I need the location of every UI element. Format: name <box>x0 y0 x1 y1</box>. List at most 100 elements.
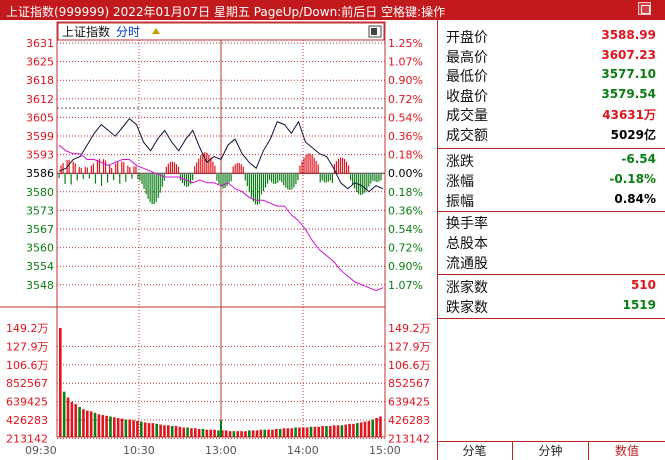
quote-row: 成交额 5029亿 <box>438 124 665 144</box>
breadth-value: 1519 <box>622 298 656 312</box>
change-value: 0.84% <box>614 192 656 206</box>
quote-row: 成交量 43631万 <box>438 104 665 124</box>
volume-bar <box>267 429 270 437</box>
volume-tick-label-right: 852567 <box>388 377 430 390</box>
volume-bar <box>113 417 116 437</box>
pct-tick-label: 0.72% <box>388 93 423 106</box>
volume-bar <box>128 419 132 437</box>
volume-bar <box>278 428 282 437</box>
volume-bar <box>59 328 62 437</box>
pct-tick-label: 0.36% <box>388 130 423 143</box>
price-tick-label: 3605 <box>26 111 54 124</box>
index-name-label: 上证指数 <box>62 24 110 39</box>
breadth-row: 跌家数 1519 <box>438 296 665 316</box>
volume-bar <box>271 429 274 437</box>
quote-panel: 开盘价 3588.99 最高价 3607.23 最低价 3577.10 收盘价 3579.54… <box>437 20 665 460</box>
maximize-icon[interactable] <box>638 2 651 15</box>
volume-bar <box>244 431 247 437</box>
tab-timeshare[interactable]: 分时 <box>116 25 140 39</box>
price-tick-label: 3625 <box>26 56 54 69</box>
change-section: 涨跌 -6.54 涨幅 -0.18% 振幅 0.84% <box>438 150 665 210</box>
chart-svg: 3631 1.25% 3625 1.07% 3618 0.90% 3612 0.72% 3605… <box>0 20 436 460</box>
tab-ticks[interactable]: 分笔 <box>437 442 513 460</box>
extra-label: 总股本 <box>446 236 488 252</box>
volume-bar <box>182 427 186 437</box>
time-tick-label: 13:00 <box>205 444 237 457</box>
volume-bar <box>263 429 267 437</box>
volume-bars <box>59 328 382 437</box>
volume-bar <box>313 426 317 437</box>
grid <box>0 21 386 439</box>
volume-bar <box>359 422 363 437</box>
volume-bar <box>302 427 305 437</box>
volume-bar <box>70 401 74 437</box>
volume-tick-label-right: 149.2万 <box>388 322 431 335</box>
tab-values[interactable]: 数值 <box>614 444 639 458</box>
volume-bar <box>201 428 205 437</box>
quote-row: 开盘价 3588.99 <box>438 26 665 46</box>
quote-label: 成交额 <box>446 127 488 144</box>
volume-bar <box>147 423 151 437</box>
pct-tick-label: 0.54% <box>388 111 423 124</box>
volume-bar <box>240 431 243 437</box>
volume-bar <box>224 430 228 437</box>
volume-bar <box>309 426 313 437</box>
tab-minutes[interactable]: 分钟 <box>513 442 589 460</box>
quote-value: 3577.10 <box>601 67 656 81</box>
window-title: 上证指数(999999) 2022年01月07日 星期五 PageUp/Down… <box>6 5 446 19</box>
volume-bar <box>74 404 78 437</box>
intraday-chart[interactable]: 3631 1.25% 3625 1.07% 3618 0.90% 3612 0.72% 3605… <box>0 20 436 460</box>
quote-label: 开盘价 <box>446 30 488 46</box>
price-line <box>58 117 384 193</box>
volume-bar <box>209 429 213 437</box>
volume-bar <box>101 415 105 437</box>
volume-tick-label-right: 426283 <box>388 414 430 427</box>
volume-tick-label: 127.9万 <box>6 340 49 353</box>
pct-tick-label: 0.90% <box>388 74 423 87</box>
quote-value: 3607.23 <box>601 47 656 62</box>
quote-label: 最低价 <box>446 69 488 85</box>
volume-bar <box>213 429 216 437</box>
volume-bar <box>340 425 344 437</box>
volume-bar <box>194 428 197 437</box>
volume-bar <box>221 430 224 437</box>
time-tick-label: 14:00 <box>287 444 319 457</box>
pct-tick-label: 0.00% <box>388 167 423 180</box>
volume-tick-label-right: 213142 <box>388 432 430 445</box>
section-divider <box>438 211 665 212</box>
volume-bar <box>120 418 124 437</box>
price-tick-label: 3554 <box>26 260 54 273</box>
extra-label: 流通股 <box>446 256 488 272</box>
change-row: 振幅 0.84% <box>438 190 665 210</box>
time-tick-label: 10:30 <box>123 444 155 457</box>
volume-bar <box>109 416 112 437</box>
quote-value: 3579.54 <box>601 86 656 101</box>
volume-tick-label-right: 106.6万 <box>388 359 431 372</box>
pct-tick-label: 0.54% <box>388 223 423 236</box>
volume-bar <box>367 420 371 437</box>
volume-bar <box>82 409 85 437</box>
extra-row: 流通股 <box>438 252 665 272</box>
price-tick-label: 3631 <box>26 37 54 50</box>
volume-bar <box>321 426 324 437</box>
volume-bar <box>305 427 309 437</box>
volume-bar <box>93 412 97 437</box>
volume-bar <box>159 424 162 437</box>
breadth-value: 510 <box>630 278 656 292</box>
indicator-icon[interactable] <box>152 28 160 34</box>
volume-bar <box>236 431 240 437</box>
change-row: 涨跌 -6.54 <box>438 150 665 170</box>
volume-bar <box>170 426 174 437</box>
breadth-row: 涨家数 510 <box>438 276 665 296</box>
price-tick-label: 3599 <box>26 130 54 143</box>
volume-bar <box>290 428 294 437</box>
pct-tick-label: 1.07% <box>388 56 423 69</box>
pct-tick-label: 0.72% <box>388 242 423 255</box>
change-value: -6.54 <box>621 152 656 166</box>
volume-bar <box>336 425 340 437</box>
average-line <box>58 144 384 292</box>
volume-bar <box>86 410 89 437</box>
quote-row: 收盘价 3579.54 <box>438 85 665 105</box>
volume-bar <box>205 429 209 437</box>
pct-tick-label: 0.90% <box>388 260 423 273</box>
